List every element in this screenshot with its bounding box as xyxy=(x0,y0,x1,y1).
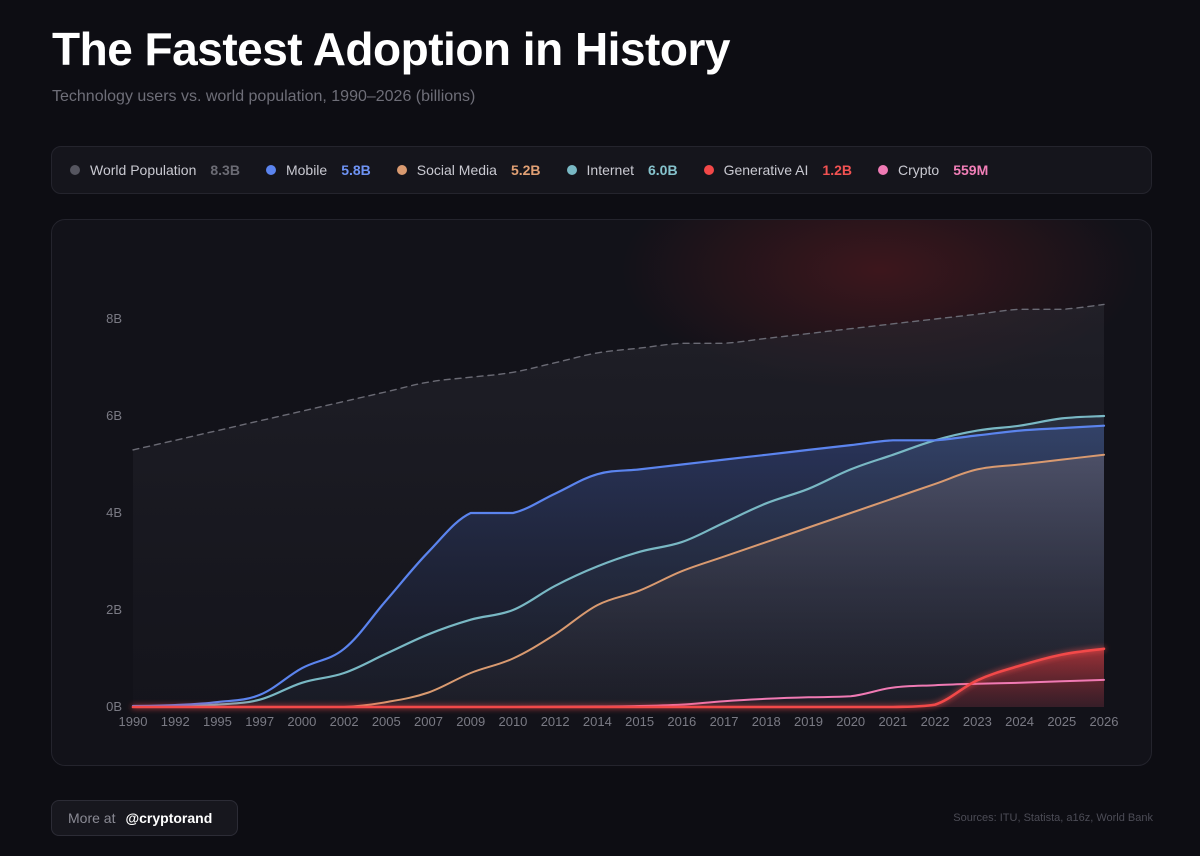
x-tick-label: 2002 xyxy=(330,714,359,729)
sources-note: Sources: ITU, Statista, a16z, World Bank xyxy=(953,812,1153,824)
x-tick-label: 2010 xyxy=(498,714,527,729)
legend-dot-icon xyxy=(396,165,407,175)
legend-label: World Population xyxy=(90,162,197,178)
page-subtitle: Technology users vs. world population, 1… xyxy=(52,88,476,105)
x-tick-label: 2018 xyxy=(752,714,781,729)
x-tick-label: 2009 xyxy=(456,714,485,729)
legend-item-crypto[interactable]: Crypto 559M xyxy=(877,162,989,178)
legend-label: Internet xyxy=(586,162,634,178)
x-tick-label: 2014 xyxy=(583,714,612,729)
x-tick-label: 2012 xyxy=(541,714,570,729)
legend-value: 5.8B xyxy=(341,162,371,178)
legend-item-social-media[interactable]: Social Media 5.2B xyxy=(396,162,541,178)
genai-area xyxy=(133,648,1104,707)
legend-value: 8.3B xyxy=(210,162,240,178)
x-tick-label: 2026 xyxy=(1090,714,1119,729)
x-tick-label: 2025 xyxy=(1047,714,1076,729)
legend-label: Crypto xyxy=(897,162,940,178)
population-line xyxy=(132,303,1105,451)
legend-value: 5.2B xyxy=(510,162,541,178)
x-tick-label: 2017 xyxy=(710,714,739,729)
legend-dot-icon xyxy=(566,165,577,175)
x-tick-label: 2023 xyxy=(963,714,992,729)
x-tick-label: 1992 xyxy=(161,714,190,729)
legend-dot-icon xyxy=(70,165,80,175)
legend-dot-icon xyxy=(877,165,888,175)
x-tick-label: 2015 xyxy=(625,714,654,729)
legend-item-internet[interactable]: Internet 6.0B xyxy=(566,162,678,178)
legend-label: Generative AI xyxy=(723,162,809,178)
y-tick-label: 8B xyxy=(106,311,122,326)
legend-value: 6.0B xyxy=(648,162,678,178)
x-tick-label: 2020 xyxy=(836,714,865,729)
x-tick-label: 1995 xyxy=(203,714,232,729)
more-at-button[interactable]: More at @cryptorand xyxy=(51,800,238,836)
legend-dot-icon xyxy=(703,165,714,175)
legend-item-world-population[interactable]: World Population 8.3B xyxy=(70,162,240,178)
adoption-chart: 0B 2B 4B 6B 8B 1990 1992 1995 1997 2000 2002 2005 2… xyxy=(106,220,1140,729)
x-tick-label: 1990 xyxy=(119,714,148,729)
y-tick-label: 4B xyxy=(106,505,122,520)
y-tick-label: 2B xyxy=(106,602,122,617)
mobile-line xyxy=(131,424,1106,708)
chart-panel: 0B 2B 4B 6B 8B 1990 1992 1995 1997 2000 2002 2005 2… xyxy=(51,219,1152,766)
more-handle: @cryptorand xyxy=(125,810,213,826)
x-tick-label: 2021 xyxy=(878,714,907,729)
genai-line xyxy=(131,647,1106,709)
x-tick-label: 2024 xyxy=(1005,714,1034,729)
x-tick-label: 2000 xyxy=(287,714,316,729)
x-tick-label: 2016 xyxy=(667,714,696,729)
x-tick-label: 2005 xyxy=(372,714,401,729)
more-prefix: More at xyxy=(68,810,116,826)
legend-label: Mobile xyxy=(285,162,328,178)
social-area xyxy=(133,454,1104,707)
y-tick-label: 6B xyxy=(106,408,122,423)
x-tick-label: 2019 xyxy=(794,714,823,729)
legend-dot-icon xyxy=(265,165,276,175)
legend-label: Social Media xyxy=(416,162,497,178)
x-tick-label: 2022 xyxy=(921,714,950,729)
legend-value: 559M xyxy=(953,162,989,178)
legend-value: 1.2B xyxy=(822,162,852,178)
y-tick-label: 0B xyxy=(106,699,122,714)
x-tick-label: 1997 xyxy=(245,714,274,729)
legend-item-generative-ai[interactable]: Generative AI 1.2B xyxy=(703,162,852,178)
legend: World Population 8.3B Mobile 5.8B Social… xyxy=(51,146,1152,194)
page-title: The Fastest Adoption in History xyxy=(52,23,730,75)
legend-item-mobile[interactable]: Mobile 5.8B xyxy=(265,162,371,178)
x-tick-label: 2007 xyxy=(414,714,443,729)
